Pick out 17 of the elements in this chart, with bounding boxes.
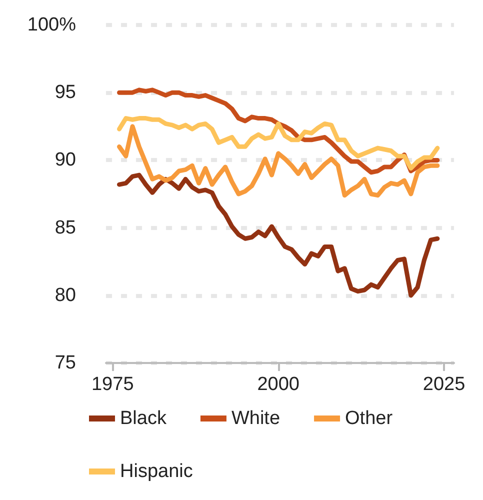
legend-label: Other (345, 408, 394, 429)
line-series (117, 172, 440, 298)
x-tick-label: 2000 (257, 374, 300, 395)
legend-label: Hispanic (120, 461, 193, 482)
line-series (117, 124, 440, 198)
y-tick-label: 75 (54, 352, 76, 374)
x-tick-label: 2025 (422, 374, 466, 395)
line-series (117, 88, 440, 175)
y-tick-label: 100% (27, 14, 76, 36)
legend-label: White (231, 408, 280, 429)
x-tick-label: 1975 (91, 374, 134, 395)
y-tick-label: 95 (54, 82, 76, 104)
line-series (117, 116, 440, 171)
y-tick-label: 80 (54, 284, 76, 306)
y-tick-label: 85 (54, 217, 76, 238)
legend-label: Black (120, 408, 167, 429)
y-tick-label: 90 (54, 150, 76, 171)
